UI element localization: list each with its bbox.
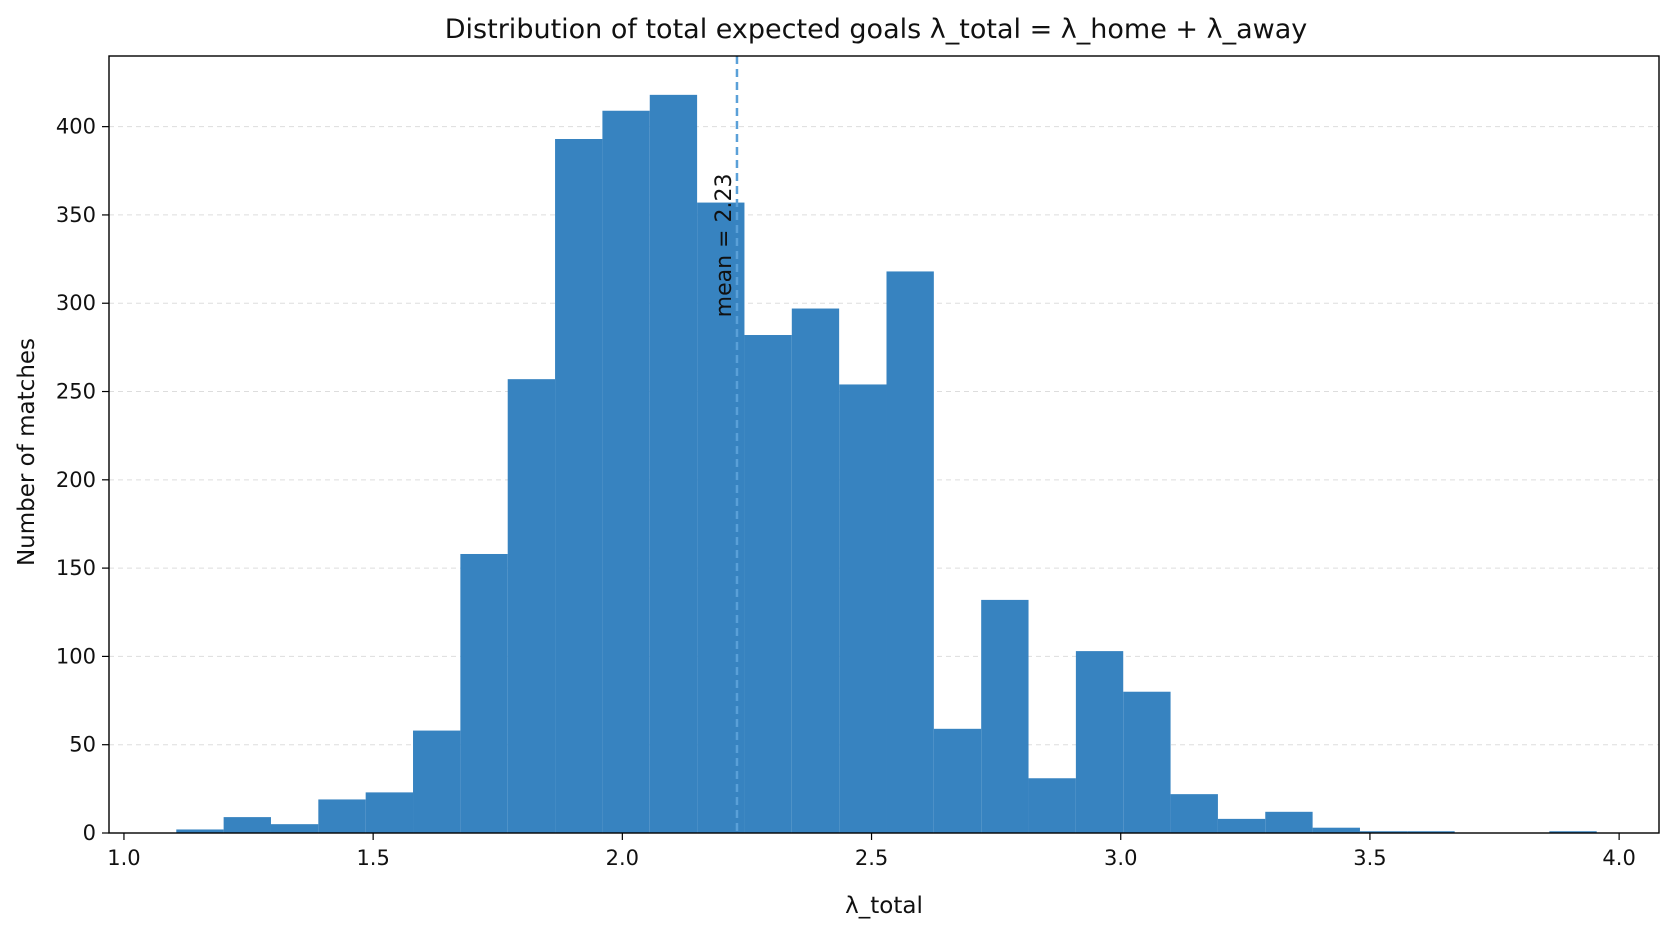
histogram-bar (791, 308, 840, 833)
histogram-bar (981, 599, 1029, 833)
histogram-bar (270, 824, 319, 833)
y-tick-label: 100 (56, 644, 96, 668)
x-tick-label: 1.0 (107, 846, 140, 870)
histogram-bar (839, 384, 887, 833)
y-tick-label: 250 (56, 380, 96, 404)
x-tick-label: 3.5 (1353, 846, 1386, 870)
histogram-bar (1549, 831, 1597, 833)
histogram-bar (1265, 811, 1313, 833)
histogram-bar (1359, 831, 1408, 833)
x-tick-label: 1.5 (356, 846, 389, 870)
histogram-bar (318, 799, 366, 833)
histogram-bar (1075, 651, 1124, 833)
y-axis-ticks: 0 50 100 150 200 250 300 350 400 (56, 115, 109, 845)
x-axis-label: λ_total (845, 893, 923, 919)
x-tick-label: 2.0 (606, 846, 639, 870)
histogram-bar (1123, 691, 1171, 833)
histogram-bar (555, 138, 603, 833)
histogram-bar (176, 829, 224, 833)
histogram-bar (460, 553, 508, 833)
histogram-bar (1217, 818, 1266, 833)
y-tick-label: 0 (83, 821, 96, 845)
histogram-bar (886, 271, 934, 833)
x-tick-label: 3.0 (1104, 846, 1137, 870)
x-tick-label: 4.0 (1602, 846, 1635, 870)
mean-line-group: mean = 2.23 (712, 56, 739, 833)
histogram-bar (1170, 794, 1218, 833)
x-axis-ticks: 1.0 1.5 2.0 2.5 3.0 3.5 4.0 (107, 833, 1636, 870)
mean-annotation: mean = 2.23 (712, 174, 737, 318)
chart-title: Distribution of total expected goals λ_t… (445, 14, 1307, 45)
x-tick-label: 2.5 (855, 846, 888, 870)
histogram-bar (602, 110, 650, 834)
histogram-bar (744, 335, 792, 833)
y-tick-label: 150 (56, 556, 96, 580)
y-tick-label: 350 (56, 203, 96, 227)
histogram-bar (365, 792, 414, 833)
histogram-bar (1312, 827, 1360, 833)
histogram-bar (223, 817, 271, 833)
y-tick-label: 300 (56, 291, 96, 315)
y-tick-label: 400 (56, 115, 96, 139)
plot-frame (108, 55, 1660, 834)
histogram-bar (1407, 831, 1455, 833)
y-axis-label: Number of matches (14, 338, 40, 566)
histogram-bar (413, 730, 461, 833)
histogram-bar (649, 94, 698, 834)
histogram-bar (933, 728, 982, 833)
y-tick-label: 200 (56, 468, 96, 492)
histogram-bar (507, 379, 556, 833)
y-tick-label: 50 (69, 733, 96, 757)
histogram-bar (1028, 778, 1076, 833)
